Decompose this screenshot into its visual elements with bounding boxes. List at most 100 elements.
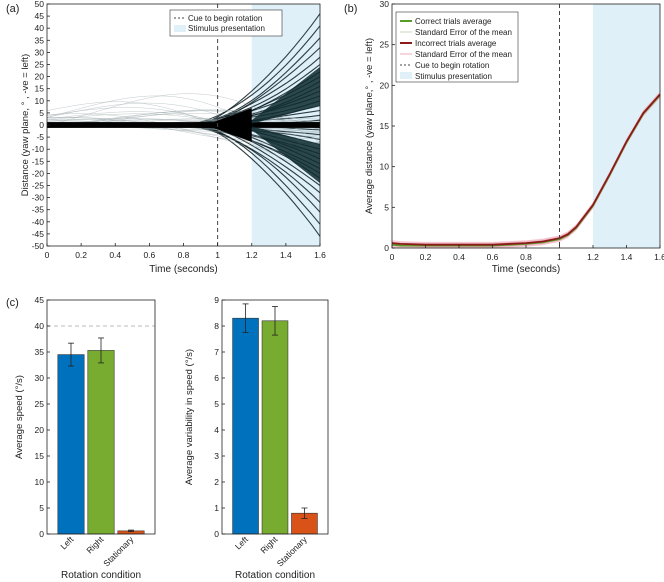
x-tick-label: Stationary bbox=[275, 534, 310, 569]
y-tick-label: 20 bbox=[35, 72, 45, 82]
y-tick-label: 2 bbox=[214, 477, 219, 487]
x-tick-label: 1.4 bbox=[280, 250, 292, 260]
x-tick-label: 1.2 bbox=[246, 250, 258, 260]
y-tick-label: -45 bbox=[32, 229, 45, 239]
trajectory-fan-mid bbox=[209, 108, 252, 142]
y-tick-label: 50 bbox=[35, 0, 45, 9]
panel-b: 0 5 10 15 20 25 30 0 0.2 0.4 0.6 0.8 1 1.2 1.4 1.6 Time … bbox=[344, 0, 664, 275]
y-tick-label: 35 bbox=[35, 35, 45, 45]
legend-box bbox=[169, 9, 283, 37]
x-tick-label: 0.4 bbox=[453, 252, 465, 262]
y-tick-label: 10 bbox=[35, 96, 45, 106]
axes-frame bbox=[221, 299, 329, 535]
y-tick-label: -30 bbox=[32, 193, 45, 203]
x-tick-label: 1.6 bbox=[654, 252, 664, 262]
panel-label: (c) bbox=[6, 297, 19, 309]
x-axis-label: Rotation condition bbox=[235, 570, 315, 581]
legend-label: Standard Error of the mean bbox=[415, 50, 512, 59]
bar bbox=[232, 317, 259, 535]
trajectory-faint-line bbox=[46, 113, 321, 130]
y-tick-label: 10 bbox=[35, 477, 45, 487]
panel-label: (b) bbox=[344, 3, 357, 15]
legend-label: Cue to begin rotation bbox=[415, 61, 489, 70]
legend-swatch bbox=[400, 72, 412, 79]
y-tick-label: 7 bbox=[214, 347, 219, 357]
y-tick-label: 5 bbox=[214, 399, 219, 409]
y-tick-label: 40 bbox=[35, 23, 45, 33]
y-tick-label: -35 bbox=[32, 205, 45, 215]
y-tick-label: 25 bbox=[35, 399, 45, 409]
trajectory-fan-lower bbox=[251, 126, 320, 184]
x-tick-label: 0 bbox=[390, 252, 395, 262]
y-tick-label: -20 bbox=[32, 168, 45, 178]
y-tick-label: -25 bbox=[32, 181, 45, 191]
bar bbox=[87, 350, 115, 535]
x-tick-label: Left bbox=[233, 534, 251, 552]
y-tick-label: 30 bbox=[35, 47, 45, 57]
y-tick-label: 8 bbox=[214, 321, 219, 331]
x-tick-label: 1.6 bbox=[314, 250, 326, 260]
y-tick-label: 0 bbox=[214, 529, 219, 539]
trajectory-faint-line bbox=[46, 101, 321, 172]
y-axis-label: Average distance (yaw plane,° , -ve = le… bbox=[364, 38, 375, 214]
y-axis-label: Average variability in speed (°/s) bbox=[184, 349, 195, 485]
y-tick-label: 25 bbox=[35, 60, 45, 70]
x-tick-label: 0 bbox=[45, 250, 50, 260]
y-tick-label: 15 bbox=[35, 451, 45, 461]
y-tick-label: 5 bbox=[39, 108, 44, 118]
x-tick-label: 0.8 bbox=[178, 250, 190, 260]
legend-label: Incorrect trials average bbox=[415, 39, 497, 48]
y-tick-label: 5 bbox=[39, 503, 44, 513]
x-tick-label: 1 bbox=[215, 250, 220, 260]
y-tick-label: 9 bbox=[214, 295, 219, 305]
x-tick-label: 1.2 bbox=[587, 252, 599, 262]
trajectory-fan-upper bbox=[251, 66, 320, 124]
panel-label: (a) bbox=[6, 3, 19, 15]
x-tick-label: Stationary bbox=[101, 534, 136, 569]
y-tick-label: 35 bbox=[35, 347, 45, 357]
x-tick-label: 1 bbox=[557, 252, 562, 262]
y-tick-label: -40 bbox=[32, 217, 45, 227]
y-tick-label: 5 bbox=[384, 202, 389, 212]
axes-frame bbox=[46, 299, 156, 535]
x-axis-label: Rotation condition bbox=[61, 570, 141, 581]
x-tick-label: 0.2 bbox=[420, 252, 432, 262]
legend-label: Stimulus presentation bbox=[188, 24, 265, 33]
y-tick-label: 1 bbox=[214, 503, 219, 513]
y-tick-label: 25 bbox=[380, 40, 390, 50]
x-tick-label: 0.6 bbox=[143, 250, 155, 260]
y-tick-label: 30 bbox=[35, 373, 45, 383]
y-tick-label: 0 bbox=[39, 529, 44, 539]
x-tick-label: 0.4 bbox=[109, 250, 121, 260]
x-tick-label: 0.6 bbox=[487, 252, 499, 262]
y-tick-label: 20 bbox=[380, 80, 390, 90]
legend-label: Standard Error of the mean bbox=[415, 28, 512, 37]
x-tick-label: 0.8 bbox=[520, 252, 532, 262]
legend-swatch-stimulus bbox=[174, 25, 186, 32]
y-tick-label: -5 bbox=[36, 132, 44, 142]
y-tick-label: 0 bbox=[384, 243, 389, 253]
bar bbox=[57, 354, 85, 535]
trajectory-faint-line bbox=[46, 113, 321, 153]
y-tick-label: -50 bbox=[32, 241, 45, 251]
legend-label: Correct trials average bbox=[415, 17, 492, 26]
legend-label: Cue to begin rotation bbox=[188, 14, 262, 23]
x-tick-label: 0.2 bbox=[75, 250, 87, 260]
legend-box bbox=[395, 11, 519, 83]
x-tick-label: Right bbox=[84, 534, 106, 556]
y-tick-label: 20 bbox=[35, 425, 45, 435]
y-tick-label: 30 bbox=[380, 0, 390, 9]
x-tick-label: 1.4 bbox=[621, 252, 633, 262]
y-tick-label: 0 bbox=[39, 120, 44, 130]
bar bbox=[261, 320, 289, 535]
panel-a: -50-45-40-35-30-25-20-15-10-505101520253… bbox=[6, 0, 326, 275]
y-tick-label: 15 bbox=[35, 84, 45, 94]
y-tick-label: 45 bbox=[35, 295, 45, 305]
y-axis-label: Average speed (°/s) bbox=[14, 375, 25, 459]
y-tick-label: -10 bbox=[32, 144, 45, 154]
x-axis-label: Time (seconds) bbox=[492, 264, 561, 275]
stimulus-shade bbox=[593, 4, 660, 248]
